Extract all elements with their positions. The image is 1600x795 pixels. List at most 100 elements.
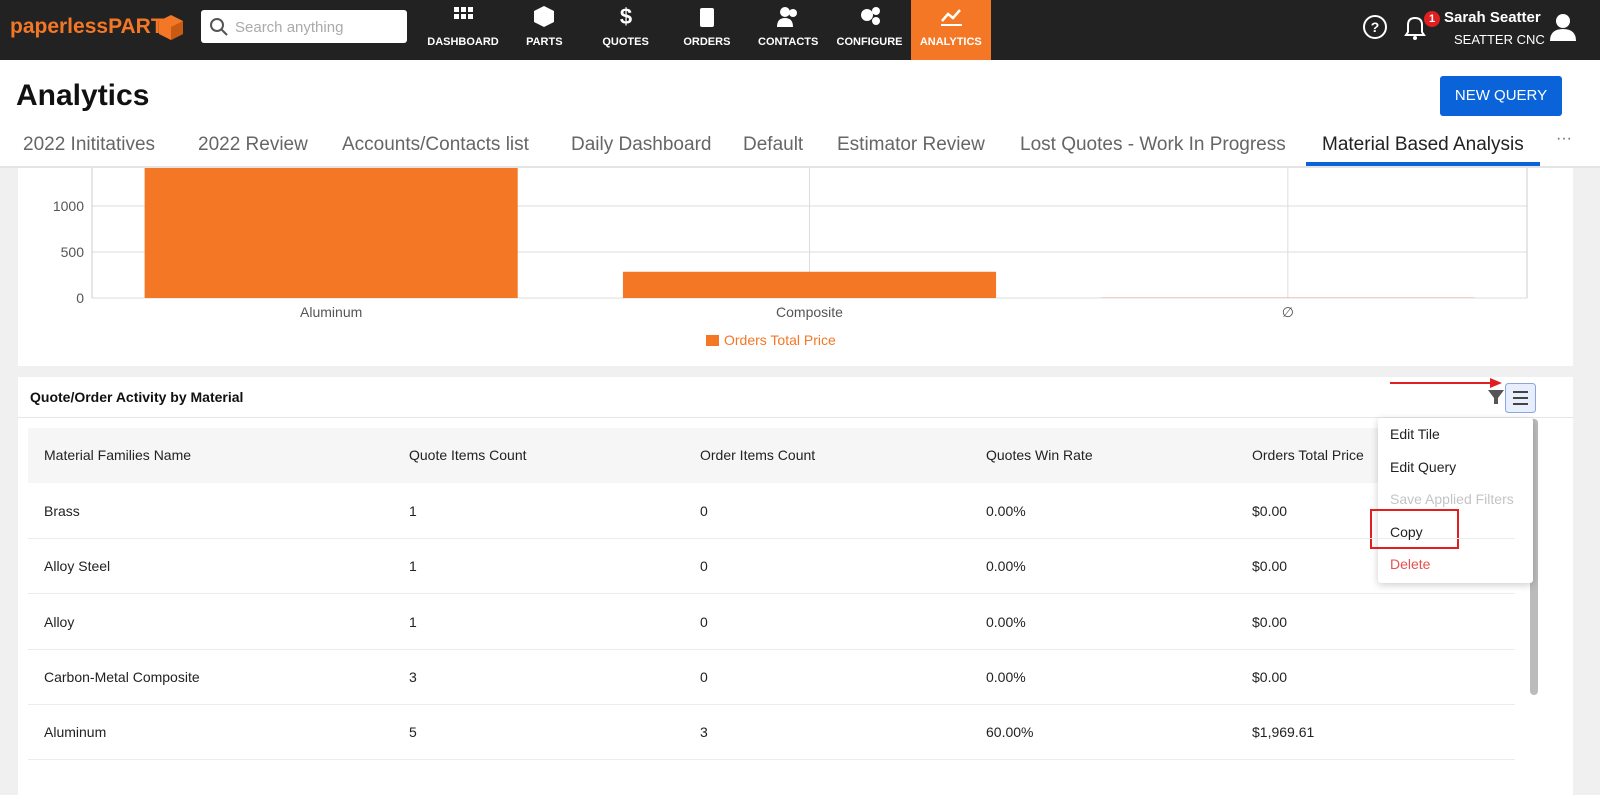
search-icon [210, 18, 228, 36]
nav-item[interactable]: PARTS [504, 0, 584, 60]
table-cell: Alloy Steel [44, 558, 111, 575]
table-cell: 0.00% [986, 558, 1026, 575]
table-cell: $0.00 [1252, 668, 1288, 685]
table-cell: Aluminum [44, 724, 107, 741]
help-icon[interactable]: ? [1362, 14, 1388, 40]
tab[interactable]: Accounts/Contacts list [342, 134, 529, 155]
table-header-bg [28, 428, 1515, 483]
tab[interactable]: 2022 Review [198, 134, 308, 155]
nav-item[interactable]: CONFIGURE [830, 0, 910, 60]
chart-panel: 0 500 1000 Aluminum Composite ∅ Orders Total P… [18, 168, 1573, 366]
new-query-button[interactable]: NEW QUERY [1440, 76, 1562, 116]
table-cell: 0.00% [986, 503, 1026, 519]
column-header: Order Items Count [700, 447, 816, 463]
table-cell: $1,969.61 [1252, 724, 1315, 741]
menu-item[interactable]: Edit Query [1390, 458, 1457, 475]
company-name: SEATTER CNC [1454, 32, 1545, 47]
user-icon[interactable] [1548, 12, 1578, 42]
row-divider [28, 593, 1515, 595]
nav-icon [860, 7, 880, 25]
tab[interactable]: Default [743, 134, 804, 155]
nav-label: CONFIGURE [836, 36, 903, 48]
nav-label: QUOTES [602, 36, 649, 48]
table-cell: Carbon-Metal Composite [44, 668, 200, 685]
y-tick-label: 500 [61, 244, 85, 260]
svg-text:?: ? [1371, 19, 1380, 35]
annotation-box [1370, 509, 1459, 549]
search-placeholder: Search anything [235, 19, 344, 36]
nav-icon [699, 8, 714, 27]
menu-item[interactable]: Copy [1390, 523, 1423, 540]
nav-label: ORDERS [683, 36, 731, 48]
nav-label: DASHBOARD [427, 36, 499, 48]
filter-icon[interactable] [1488, 390, 1504, 404]
page-header: Analytics NEW QUERY ··· [0, 60, 1600, 168]
search-box[interactable]: Search anything [201, 10, 407, 43]
table-cell: $0.00 [1252, 503, 1288, 519]
column-header: Orders Total Price [1252, 447, 1364, 463]
legend-swatch [706, 335, 719, 346]
tab[interactable]: Material Based Analysis [1322, 134, 1524, 155]
nav-icon [777, 7, 798, 27]
row-divider [28, 648, 1515, 650]
tabs-more[interactable]: ··· [1556, 130, 1572, 147]
bell-icon[interactable] [1402, 14, 1428, 42]
row-divider [28, 703, 1515, 705]
table-cell: 0.00% [986, 668, 1026, 685]
tile-title: Quote/Order Activity by Material [30, 389, 244, 405]
column-header: Quote Items Count [409, 447, 527, 463]
table-cell: 0 [700, 558, 708, 575]
bar [622, 271, 997, 298]
user-name[interactable]: Sarah Seatter [1444, 9, 1541, 26]
table-cell: $0.00 [1252, 558, 1288, 575]
nav-label: CONTACTS [758, 36, 819, 48]
tab[interactable]: Daily Dashboard [571, 134, 712, 155]
chart: 0 500 1000 Aluminum Composite ∅ Orders Total P… [53, 168, 1528, 348]
notification-badge: 1 [1424, 11, 1440, 27]
table-tile: Quote/Order Activity by Material [18, 377, 1573, 795]
y-tick-label: 0 [76, 290, 84, 306]
table-cell: 0.00% [986, 613, 1026, 630]
table-cell: Alloy [44, 613, 75, 630]
scrollbar[interactable] [1530, 419, 1538, 695]
table-cell: 0 [700, 668, 708, 685]
tile-menu [1378, 418, 1533, 583]
row-divider [28, 538, 1515, 539]
nav-item[interactable]: ANALYTICS [910, 0, 991, 60]
table-cell: 1 [409, 613, 417, 630]
tab[interactable]: 2022 Inititatives [23, 134, 156, 155]
menu-item[interactable]: Edit Tile [1390, 426, 1440, 442]
annotation-arrowhead [1490, 378, 1502, 388]
column-header: Quotes Win Rate [986, 447, 1093, 463]
tab[interactable]: Estimator Review [837, 134, 985, 155]
x-tick-label: Composite [776, 304, 843, 320]
active-tab-underline [1306, 162, 1540, 166]
tile-controls [1390, 378, 1536, 413]
nav-icon [940, 9, 962, 26]
table-cell: 3 [700, 724, 708, 741]
nav-label: PARTS [526, 36, 563, 48]
menu-item[interactable]: Delete [1390, 556, 1431, 572]
nav-item[interactable]: ORDERS [667, 0, 747, 60]
table-cell: 5 [409, 724, 417, 741]
nav-icon [534, 6, 555, 27]
y-tick-label: 1000 [53, 198, 84, 214]
x-tick-label: Aluminum [300, 304, 362, 320]
tab[interactable]: Lost Quotes - Work In Progress [1020, 134, 1286, 155]
nav-icon [454, 7, 473, 19]
brand[interactable]: paperlessPARTS [10, 15, 178, 39]
nav-item[interactable]: $ QUOTES [586, 0, 666, 60]
nav-item[interactable]: DASHBOARD [423, 0, 503, 60]
nav-item[interactable]: CONTACTS [748, 0, 828, 60]
nav-label: ANALYTICS [919, 36, 982, 48]
nav-icon: $ [619, 5, 631, 29]
table-cell: $0.00 [1252, 613, 1288, 630]
tab-divider [0, 166, 1600, 168]
x-tick-label: ∅ [1282, 304, 1294, 320]
svg-text:$: $ [619, 5, 631, 29]
brand-text: paperless [10, 15, 109, 38]
row-divider [28, 759, 1515, 761]
table-cell: 0 [700, 613, 708, 630]
table-cell: 1 [409, 558, 417, 575]
